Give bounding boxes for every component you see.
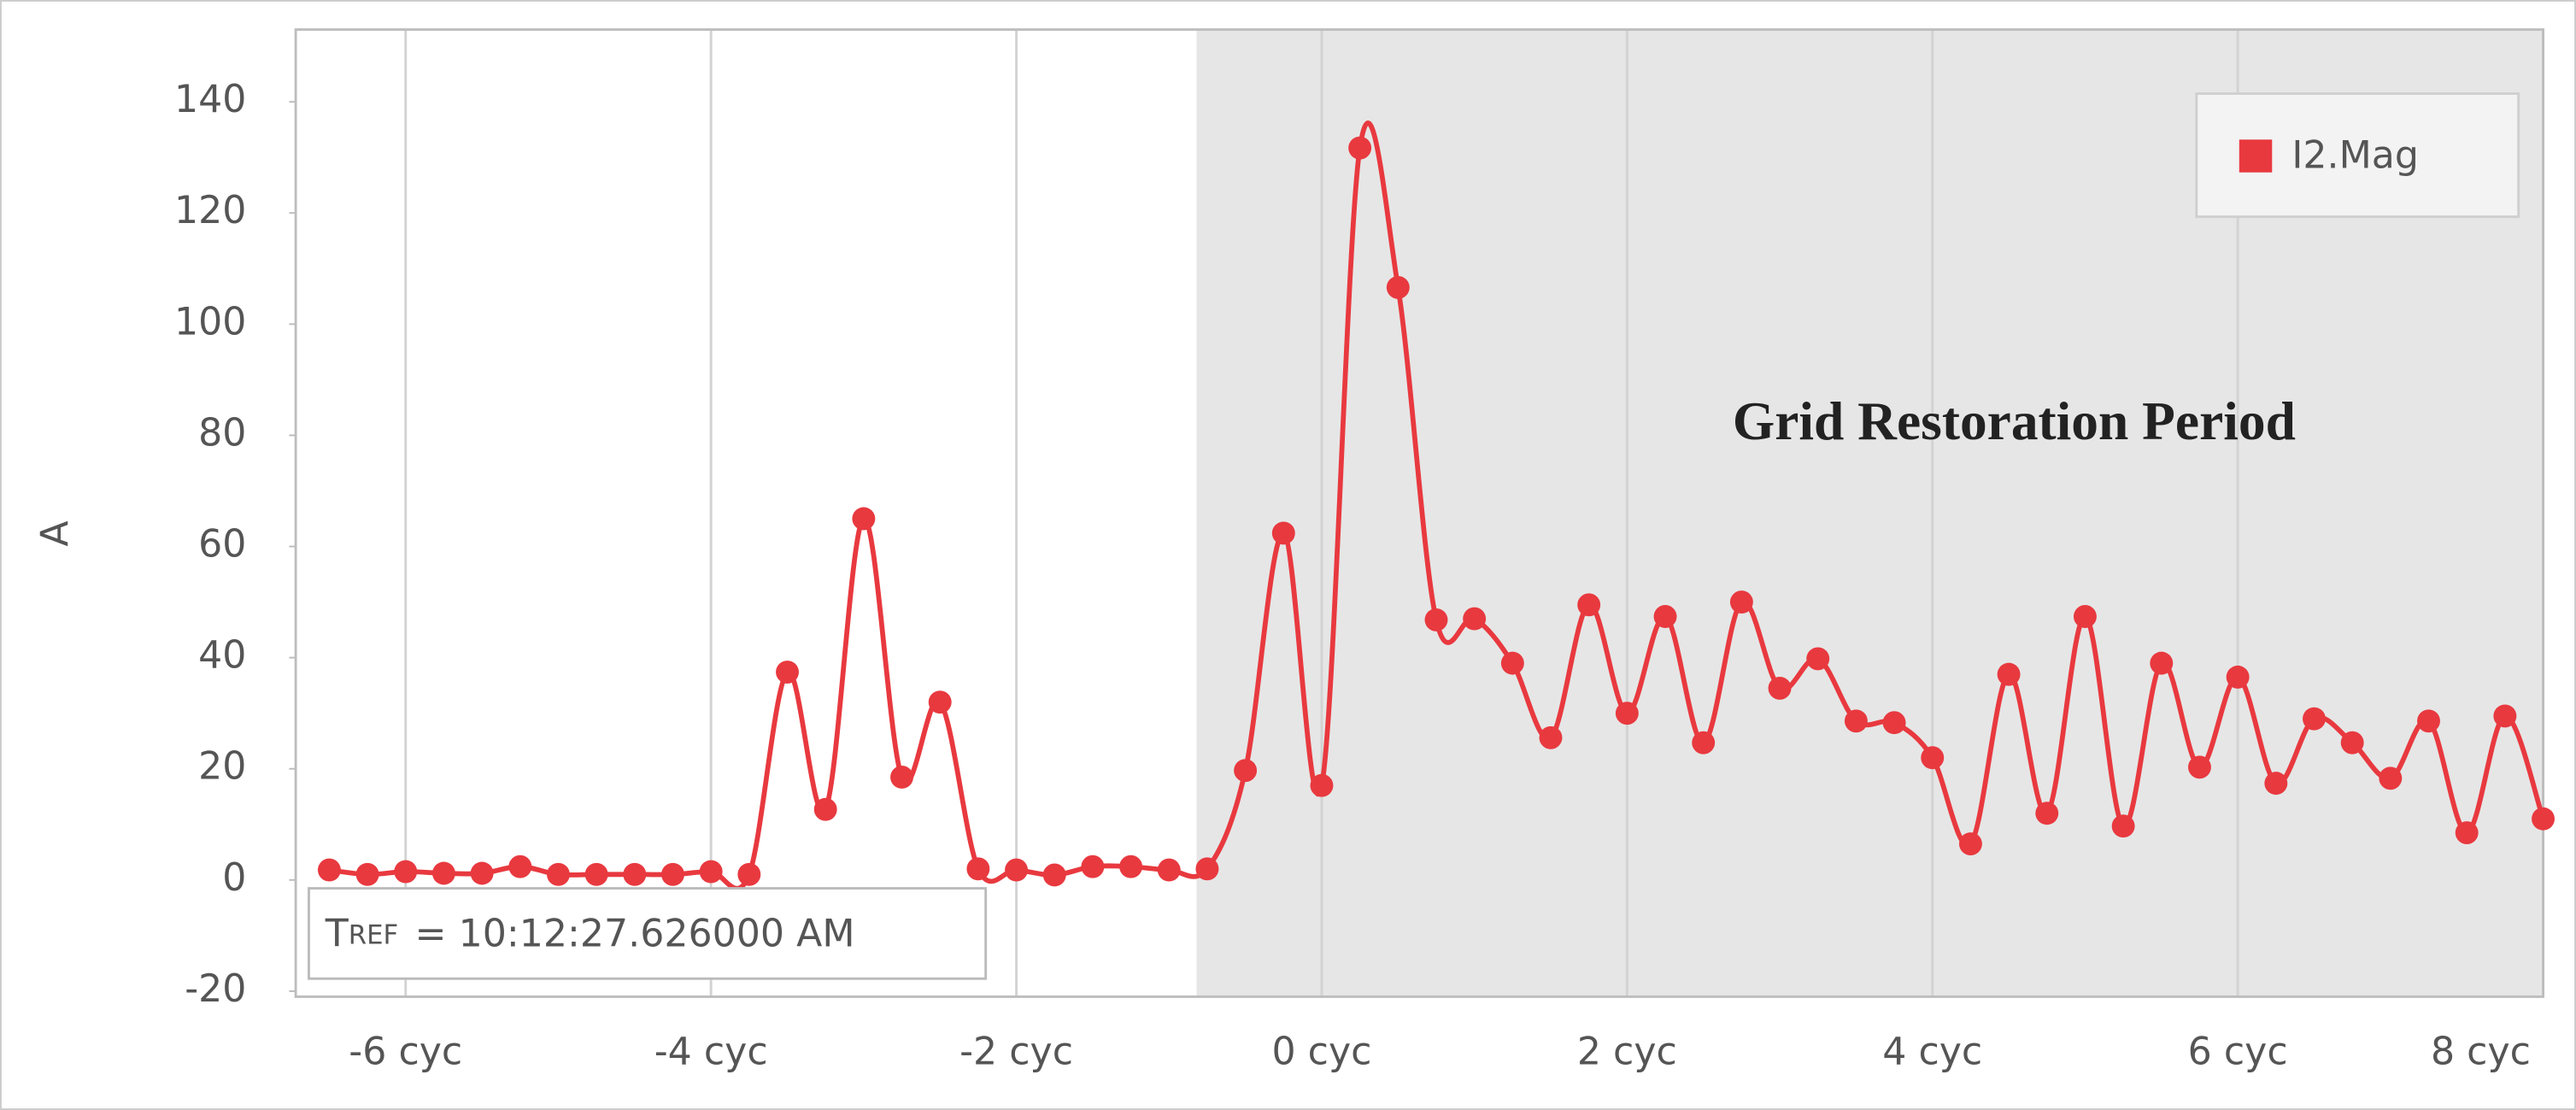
legend-swatch: [2239, 139, 2273, 173]
reference-symbol: T: [325, 912, 349, 955]
data-point: [394, 860, 418, 884]
data-point: [1539, 725, 1563, 749]
data-point: [1234, 759, 1258, 783]
annotation: Grid Restoration Period: [1733, 391, 2296, 451]
x-tick-label: 0 cyc: [1271, 1031, 1371, 1074]
data-point: [1119, 855, 1143, 878]
x-tick-label: 2 cyc: [1577, 1031, 1677, 1074]
plot-border: [294, 28, 2544, 998]
data-point: [1348, 136, 1372, 160]
data-point: [1195, 857, 1219, 881]
data-point: [2111, 814, 2135, 838]
y-tick-label: -20: [185, 967, 246, 1011]
data-point: [1615, 702, 1639, 725]
data-point: [2532, 807, 2555, 831]
reference-value: = 10:12:27.626000 AM: [414, 912, 854, 955]
data-point: [1768, 676, 1792, 700]
data-point: [2150, 651, 2174, 675]
data-point: [317, 858, 341, 882]
x-tick-label: -4 cyc: [654, 1031, 768, 1074]
data-point: [431, 861, 455, 885]
data-point: [1577, 593, 1601, 617]
data-point: [1921, 746, 1945, 770]
data-point: [2073, 605, 2097, 628]
data-point: [1042, 863, 1066, 887]
x-tick-label: 4 cyc: [1882, 1031, 1982, 1074]
data-point: [2303, 707, 2326, 731]
data-point: [966, 857, 990, 881]
data-point: [1081, 855, 1105, 878]
data-point: [776, 661, 799, 684]
x-tick-label: 8 cyc: [2431, 1031, 2531, 1074]
reference-time-box: [308, 887, 988, 980]
y-tick-label: 0: [222, 856, 246, 900]
data-point: [1463, 607, 1487, 631]
y-axis-label: A: [33, 520, 77, 546]
data-point: [1500, 651, 1524, 675]
data-point: [1882, 711, 1906, 735]
data-point: [1806, 647, 1830, 671]
data-point: [2226, 665, 2250, 689]
reference-time-text: TREF = 10:12:27.626000 AM: [325, 912, 855, 955]
y-tick-label: 120: [174, 189, 246, 232]
data-point: [852, 507, 876, 531]
data-point: [890, 766, 914, 789]
legend-label: I2.Mag: [2291, 133, 2419, 177]
data-point: [470, 861, 494, 885]
data-point: [2188, 755, 2211, 779]
data-point: [661, 862, 684, 886]
y-tick-label: 140: [174, 78, 246, 121]
data-point: [584, 862, 608, 886]
data-point: [1005, 858, 1029, 882]
data-point: [2493, 704, 2517, 728]
y-tick-label: 20: [198, 745, 246, 789]
data-point: [1844, 709, 1868, 733]
data-point: [2417, 709, 2440, 733]
y-tick-label: 80: [198, 411, 246, 455]
x-tick-label: -6 cyc: [349, 1031, 462, 1074]
data-point: [928, 690, 952, 714]
legend: I2.Mag: [2195, 92, 2520, 219]
data-point: [355, 862, 379, 886]
data-point: [813, 797, 837, 821]
data-point: [547, 862, 570, 886]
data-point: [1958, 832, 1982, 855]
data-point: [1653, 605, 1677, 628]
data-point: [1310, 773, 1334, 797]
y-tick-label: 100: [174, 300, 246, 344]
y-tick-label: 40: [198, 634, 246, 678]
data-point: [2455, 821, 2479, 844]
data-point: [1386, 275, 1410, 299]
data-point: [1424, 608, 1448, 631]
data-point: [2379, 766, 2403, 790]
data-point: [1271, 521, 1295, 545]
data-point: [2035, 802, 2059, 825]
data-point: [1692, 731, 1716, 755]
data-point: [737, 862, 761, 886]
data-point: [1157, 858, 1181, 882]
reference-subscript: REF: [349, 919, 399, 950]
y-tick-label: 60: [198, 523, 246, 567]
data-point: [508, 855, 532, 878]
x-tick-label: -2 cyc: [959, 1031, 1073, 1074]
data-point: [623, 862, 647, 886]
x-tick-label: 6 cyc: [2188, 1031, 2288, 1074]
data-point: [2264, 772, 2288, 796]
data-point: [1997, 662, 2021, 686]
data-point: [2340, 731, 2364, 755]
reference-time: TREF = 10:12:27.626000 AM: [308, 887, 988, 980]
data-point: [1729, 590, 1753, 614]
data-point: [699, 860, 723, 884]
